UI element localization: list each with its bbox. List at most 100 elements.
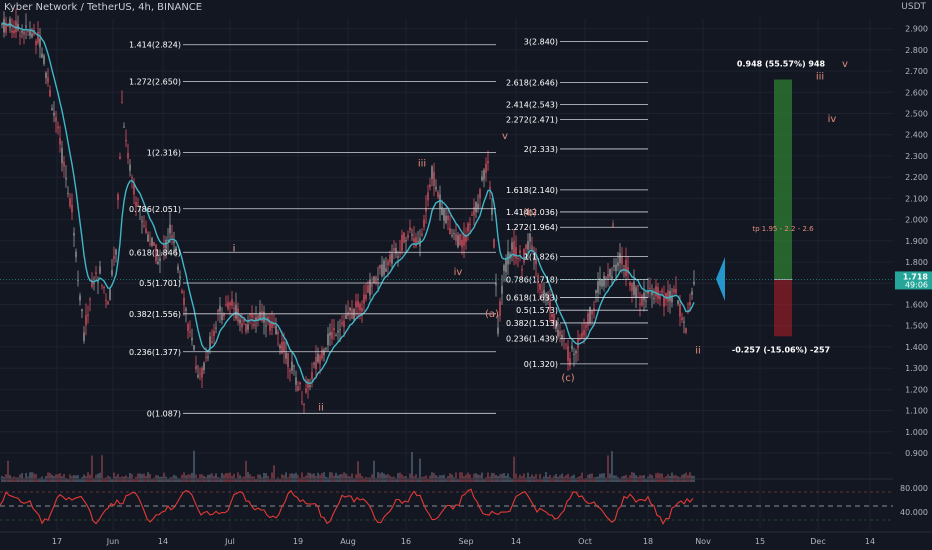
candle-body (503, 265, 505, 271)
candle-body (103, 286, 105, 288)
volume-bar (303, 477, 305, 482)
volume-bar (217, 477, 219, 482)
candle-body (405, 240, 407, 242)
profit-zone[interactable] (774, 79, 792, 280)
candle-body (655, 285, 657, 297)
candle-body (97, 281, 99, 283)
candle-body (185, 308, 187, 311)
price-tick: 2.100 (905, 194, 928, 203)
candle-body (159, 258, 161, 261)
price-tick: 1.200 (905, 385, 928, 394)
volume-bar (587, 474, 589, 482)
candle-body (205, 357, 207, 359)
candle-body (15, 20, 17, 33)
candle-body (601, 279, 603, 287)
candle-body (325, 348, 327, 350)
candle-body (71, 204, 73, 213)
volume-bar (311, 473, 313, 482)
price-tick: 1.900 (905, 237, 928, 246)
candle-body (113, 256, 115, 259)
candle-body (649, 287, 651, 290)
candle-body (345, 314, 347, 319)
wave-label: (c) (561, 373, 574, 384)
candle-body (603, 275, 605, 287)
candle-body (301, 401, 303, 403)
candle-body (179, 276, 181, 279)
fib-label-left: 1.414(2.824) (129, 41, 181, 50)
candle-body (411, 234, 413, 236)
volume-bar (471, 477, 473, 482)
loss-label: -0.257 (-15.06%) -257 (732, 345, 830, 354)
volume-bar (137, 473, 139, 482)
candle-body (423, 219, 425, 228)
time-axis[interactable]: 17 Jun 14 Jul 19 Aug 16 Sep 14 Oct 18 Nov 15 Dec 14 (0, 531, 932, 546)
fib-label-left: 0(1.087) (147, 409, 181, 418)
volume-bar (39, 477, 41, 482)
candle-body (147, 234, 149, 242)
volume-bar (117, 474, 119, 482)
volume-bar (265, 473, 267, 482)
candle-body (479, 189, 481, 199)
candle-body (443, 209, 445, 221)
volume-bar (433, 472, 435, 482)
candle-body (671, 295, 673, 303)
candle-body (1, 23, 3, 25)
volume-bar (201, 474, 203, 482)
volume-bar (657, 472, 659, 482)
volume-bar (143, 473, 145, 482)
price-tick: 2.200 (905, 173, 928, 182)
time-tick: Jul (224, 537, 235, 546)
candle-body (83, 332, 85, 341)
candle-body (489, 186, 491, 190)
candle-body (19, 35, 21, 37)
last-price: 1.718 (903, 272, 929, 281)
candle-body (219, 305, 221, 312)
candle-body (445, 215, 447, 223)
candle-body (169, 224, 171, 234)
volume-bar (81, 477, 83, 482)
candle-body (343, 320, 345, 328)
candle-body (243, 319, 245, 322)
candle-body (505, 259, 507, 273)
loss-zone[interactable] (774, 279, 792, 337)
osc-tick: 40.000 (900, 508, 928, 517)
quote-currency: USDT (901, 2, 926, 12)
candle-body (51, 108, 53, 111)
candle-body (85, 315, 87, 326)
volume-bar (535, 474, 537, 482)
volume-bar (453, 477, 455, 482)
position-tool[interactable]: 0.948 (55.57%) 948 -0.257 (-15.06%) -257 t… (716, 60, 830, 355)
volume-bar (3, 477, 5, 482)
volume-bar (105, 477, 107, 482)
volume-bar (357, 461, 359, 482)
candle-body (91, 279, 93, 288)
volume-bar (487, 472, 489, 482)
volume-bar (355, 474, 357, 482)
candle-body (595, 290, 597, 294)
candle-body (161, 252, 163, 254)
candle-body (123, 126, 125, 128)
volume-bar (619, 478, 621, 482)
volume-bar (193, 450, 195, 482)
candle-body (213, 330, 215, 337)
price-tick: 1.300 (905, 364, 928, 373)
candle-body (251, 314, 253, 318)
candles (1, 9, 695, 414)
volume-bar (397, 472, 399, 482)
candle-body (131, 177, 133, 179)
candle-body (359, 303, 361, 311)
fib-label-left: 0.382(1.556) (129, 310, 181, 319)
candle-body (571, 345, 573, 349)
volume-bar (99, 472, 101, 482)
fib-label-right: 2.272(2.471) (506, 116, 558, 125)
volume-bar (59, 473, 61, 482)
volume-bar (141, 474, 143, 482)
candle-body (679, 304, 681, 317)
volume-bar (263, 472, 265, 482)
volume-bar (51, 474, 53, 482)
candle-body (361, 307, 363, 312)
volume-bar (191, 472, 193, 482)
candle-body (289, 370, 291, 372)
